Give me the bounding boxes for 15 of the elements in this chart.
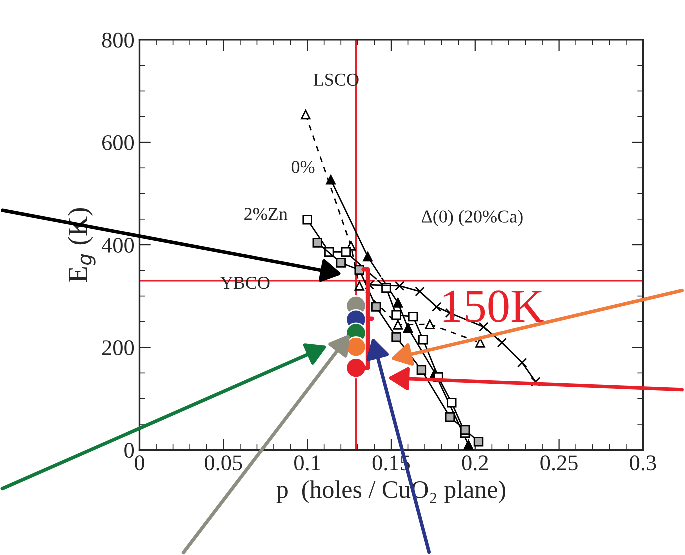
series-label: 0% xyxy=(292,161,315,174)
y-tick-label: 200 xyxy=(102,340,134,356)
x-tick-label: 0.05 xyxy=(205,456,242,471)
x-tick-label: 0.25 xyxy=(540,456,578,471)
x-tick-label: 0.1 xyxy=(294,456,320,471)
series-label: 2%Zn xyxy=(244,208,288,220)
annotation: 150K xyxy=(444,290,544,322)
x-tick-label: 0.2 xyxy=(462,456,488,471)
text: Δ(0) (20%Ca) xyxy=(422,210,523,227)
y-tick-label: 400 xyxy=(102,238,134,253)
y-tick-label: 0 xyxy=(124,443,134,458)
x-tick-label: 0.3 xyxy=(630,456,656,471)
y-tick-label: 600 xyxy=(102,135,134,150)
x-tick-label: 0 xyxy=(135,456,144,471)
y-tick-label: 800 xyxy=(102,32,134,48)
